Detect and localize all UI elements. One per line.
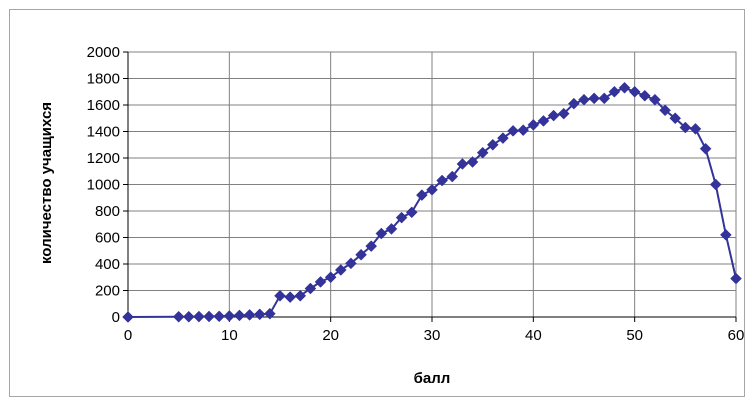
data-point [253,308,266,321]
data-point [324,271,337,284]
y-tick-label: 1400 [87,124,120,141]
y-tick-label: 400 [95,256,120,273]
data-point [213,310,226,323]
data-point [527,119,540,131]
x-axis-title: балл [414,370,451,387]
data-point [699,142,712,155]
data-point [507,124,519,137]
data-point [375,227,388,240]
data-point [466,156,479,168]
data-point [193,310,205,323]
data-point [720,228,732,241]
data-point [274,289,286,302]
x-tick-label: 60 [728,327,745,344]
data-point [446,170,459,183]
y-tick-label: 2000 [87,44,120,61]
data-point [203,310,215,323]
chart-frame [9,9,745,397]
data-point [618,81,631,94]
data-point [730,272,742,285]
data-point [294,289,307,302]
data-point [385,223,398,235]
data-point [416,189,428,201]
data-point [628,85,641,98]
data-point [365,240,378,252]
data-point [426,183,438,196]
data-point [638,89,651,102]
data-point [456,158,469,170]
data-point [679,121,692,134]
data-point [689,122,702,135]
data-point [223,310,236,322]
data-point [568,97,580,110]
x-tick-labels: 0 10 20 30 40 50 60 [124,327,745,344]
data-point [243,309,256,321]
y-tick-label: 200 [95,283,120,300]
data-point [122,311,134,323]
y-tick-label: 1000 [87,177,120,194]
data-point [345,257,357,270]
data-point [537,115,550,127]
x-tick-label: 10 [221,327,238,344]
data-point [578,93,590,106]
x-tick-label: 0 [124,327,132,344]
x-tick-label: 30 [424,327,441,344]
data-point [264,307,276,320]
data-point [314,276,327,288]
data-point [659,104,671,117]
x-tick-label: 20 [322,327,339,344]
data-point [233,309,246,322]
data-point [709,178,722,191]
data-point [598,92,611,105]
data-point [486,138,499,151]
y-tick-label: 1600 [87,97,120,114]
data-point [182,310,195,323]
y-tick-label: 0 [112,309,120,326]
data-point [557,107,570,120]
data-point [497,132,509,144]
y-tick-label: 1200 [87,150,120,167]
data-point [395,211,408,224]
data-point [547,109,560,122]
data-point [334,264,347,276]
data-point [436,174,448,187]
y-tick-labels: 0 200 400 600 800 1000 1200 1400 1600 1800 2000 [87,44,120,326]
data-point [649,93,661,106]
y-tick-label: 1800 [87,71,120,88]
x-tick-label: 40 [525,327,542,344]
data-point [476,146,489,159]
y-tick-label: 800 [95,203,120,220]
data-point [669,112,682,125]
data-point [284,291,296,303]
x-tick-label: 50 [626,327,643,344]
data-point [304,282,317,295]
series-markers [122,81,742,323]
data-point [172,310,185,323]
y-tick-label: 600 [95,230,120,247]
data-point [608,85,621,98]
data-point [405,206,418,219]
data-point [517,124,530,137]
y-axis-title: количество учащихся [38,102,55,264]
data-point [588,92,600,105]
data-point [355,248,367,261]
